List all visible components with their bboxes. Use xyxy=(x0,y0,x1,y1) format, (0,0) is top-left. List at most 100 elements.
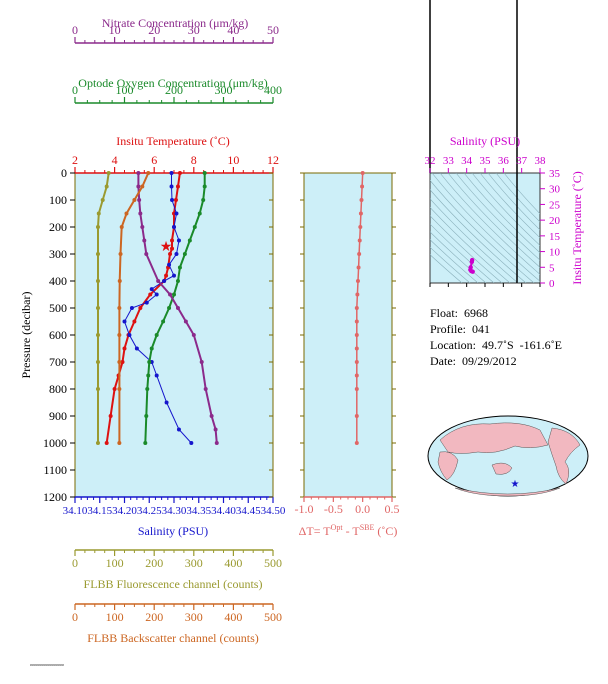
backscatter-data-point xyxy=(117,441,122,445)
temperature-tick-label: 4 xyxy=(112,153,118,167)
ts-data-point xyxy=(469,259,474,265)
delta-data-point xyxy=(354,319,359,324)
oxygen-data-point xyxy=(145,387,150,391)
nitrate-data-point xyxy=(183,319,188,324)
temperature-star-marker: ★ xyxy=(160,240,173,255)
density-contour xyxy=(430,215,503,283)
delta-axis-label: ΔT= TOpt - TSBE (˚C) xyxy=(299,523,398,538)
temperature-tick-label: 8 xyxy=(191,153,197,167)
salinity-tick-label: 34.35 xyxy=(186,505,211,517)
salinity-tick-label: 34.40 xyxy=(211,505,236,517)
backscatter-data-point xyxy=(117,387,122,391)
salinity-tick-label: 34.25 xyxy=(137,505,162,517)
density-contour xyxy=(430,179,535,283)
salinity-data-point xyxy=(154,373,159,378)
delta-data-point xyxy=(360,184,365,189)
backscatter-tick-label: 300 xyxy=(185,610,203,624)
salinity-tick-label: 34.15 xyxy=(87,505,112,517)
backscatter-data-point xyxy=(124,211,129,216)
salinity-tick-label: 34.10 xyxy=(63,505,88,517)
temperature-data-point xyxy=(132,319,137,324)
nitrate-tick-label: 40 xyxy=(227,23,239,37)
fluorescence-data-point xyxy=(96,211,101,216)
delta-data-point xyxy=(358,211,363,216)
world-map: ★ xyxy=(427,415,589,497)
delta-label-prefix: ΔT= T xyxy=(299,524,332,538)
fluorescence-series-line xyxy=(97,172,110,443)
temperature-data-point xyxy=(120,360,125,364)
nitrate-tick-label: 20 xyxy=(148,23,160,37)
pressure-tick-label: 800 xyxy=(49,382,67,396)
temperature-data-point xyxy=(173,198,178,202)
fluorescence-data-point xyxy=(95,441,100,445)
fluorescence-data-point xyxy=(95,225,100,229)
backscatter-tick-label: 100 xyxy=(106,610,124,624)
density-contour xyxy=(463,173,540,254)
temperature-tick-label: 10 xyxy=(227,153,239,167)
oxygen-data-point xyxy=(177,265,182,270)
oxygen-data-point xyxy=(147,360,152,364)
density-contour xyxy=(430,246,471,283)
ts-salinity-tick-label: 38 xyxy=(535,155,547,167)
density-contour xyxy=(431,173,540,282)
oxygen-data-point xyxy=(144,414,149,418)
backscatter-tick-label: 400 xyxy=(224,610,242,624)
density-contour xyxy=(447,173,540,268)
nitrate-data-point xyxy=(214,441,219,445)
oxygen-data-point xyxy=(202,171,207,175)
density-contour xyxy=(495,173,540,223)
density-contour xyxy=(430,198,519,283)
oxygen-tick-label: 100 xyxy=(116,83,134,97)
nitrate-data-point xyxy=(136,184,141,189)
backscatter-data-point xyxy=(146,171,151,175)
fluorescence-tick-label: 400 xyxy=(224,556,242,570)
ts-data-point xyxy=(470,269,475,274)
backscatter-data-point xyxy=(132,198,137,202)
delta-data-point xyxy=(354,441,359,445)
ts-temperature-tick-label: 20 xyxy=(549,215,561,227)
salinity-tick-label: 34.45 xyxy=(236,505,261,517)
salinity-data-point xyxy=(162,279,167,283)
nitrate-data-point xyxy=(156,279,161,283)
map-land-australia xyxy=(491,462,513,475)
salinity-data-point xyxy=(167,262,172,267)
oxygen-data-point xyxy=(149,346,154,351)
delta-data-point xyxy=(354,414,359,418)
oxygen-data-point xyxy=(175,279,180,283)
ts-salinity-tick-label: 37 xyxy=(516,155,528,167)
delta-data-point xyxy=(354,373,359,378)
nitrate-data-point xyxy=(137,198,142,202)
ts-temperature-tick-label: 25 xyxy=(549,199,561,211)
backscatter-data-point xyxy=(140,184,145,189)
backscatter-data-point xyxy=(119,225,124,229)
footer-stamp: ooooooooooooooooo xyxy=(30,662,64,667)
location: Location: 49.7˚S -161.6˚E xyxy=(430,338,562,352)
map-land-antarctica xyxy=(454,487,561,497)
temperature-data-point xyxy=(164,273,169,278)
temperature-data-point xyxy=(104,441,109,445)
salinity-data-point xyxy=(174,211,179,216)
salinity-data-point xyxy=(122,319,127,324)
oxygen-tick-label: 400 xyxy=(264,83,282,97)
fluorescence-data-point xyxy=(95,387,100,391)
fluorescence-data-point xyxy=(106,171,111,175)
pressure-tick-label: 900 xyxy=(49,409,67,423)
delta-data-point xyxy=(355,292,360,297)
density-contour xyxy=(430,206,511,283)
salinity-tick-label: 34.50 xyxy=(261,505,286,517)
fluorescence-data-point xyxy=(95,333,100,337)
nitrate-data-point xyxy=(140,225,145,229)
ts-salinity-tick-label: 35 xyxy=(480,155,492,167)
temperature-data-point xyxy=(170,238,175,243)
oxygen-tick-label: 300 xyxy=(215,83,233,97)
salinity-data-point xyxy=(189,441,194,445)
temperature-data-point xyxy=(177,171,182,175)
oxygen-axis-label: Optode Oxygen Concentration (μm/kg) xyxy=(78,76,267,90)
density-contour xyxy=(430,189,527,283)
delta-data-point xyxy=(356,265,361,270)
fluorescence-data-point xyxy=(95,252,100,256)
ts-temperature-tick-label: 30 xyxy=(549,184,561,196)
pressure-tick-label: 700 xyxy=(49,355,67,369)
ts-salinity-tick-label: 32 xyxy=(425,155,436,167)
